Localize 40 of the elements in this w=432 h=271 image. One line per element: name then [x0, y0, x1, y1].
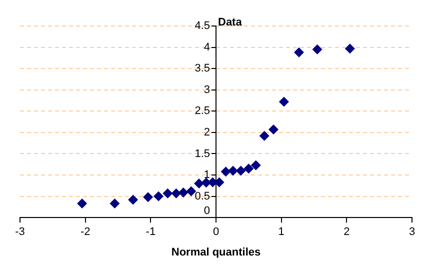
- x-tick-label: -3: [15, 226, 25, 238]
- point: [344, 44, 355, 54]
- point: [171, 188, 182, 198]
- point: [236, 166, 246, 176]
- point: [259, 130, 270, 141]
- point: [143, 192, 154, 202]
- x-axis-title: Normal quantiles: [171, 246, 261, 258]
- x-tick-label: 0: [212, 226, 220, 238]
- point: [110, 198, 120, 209]
- y-tick-label: 3.5: [194, 62, 210, 75]
- x-tick-label: 3: [408, 226, 416, 238]
- point: [178, 187, 188, 198]
- y-tick-label: 2: [204, 126, 210, 138]
- point: [312, 44, 322, 54]
- point: [228, 166, 238, 176]
- point: [244, 164, 254, 174]
- y-tick-label: 0.5: [194, 190, 210, 202]
- y-axis-title: Data: [218, 16, 243, 29]
- point: [278, 96, 289, 107]
- x-tick-label: -1: [146, 226, 156, 238]
- x-tick-label: 1: [278, 226, 284, 238]
- x-tick-label: -2: [80, 226, 90, 238]
- point: [294, 47, 304, 58]
- point: [268, 124, 278, 134]
- point: [128, 194, 138, 205]
- y-tick-label: 4.5: [194, 20, 210, 32]
- y-tick-label: 3: [204, 84, 210, 96]
- y-tick-label: 0: [204, 205, 210, 218]
- x-tick-label: 2: [344, 226, 350, 238]
- point: [220, 166, 231, 177]
- point: [250, 160, 261, 170]
- y-tick-label: 1: [204, 169, 210, 182]
- point: [194, 178, 204, 189]
- y-tick-label: 4: [204, 41, 210, 54]
- point: [77, 198, 88, 209]
- y-tick-label: 1.5: [194, 148, 210, 160]
- point: [162, 188, 173, 198]
- point: [154, 191, 164, 202]
- point: [186, 186, 196, 196]
- y-tick-label: 2.5: [194, 105, 210, 118]
